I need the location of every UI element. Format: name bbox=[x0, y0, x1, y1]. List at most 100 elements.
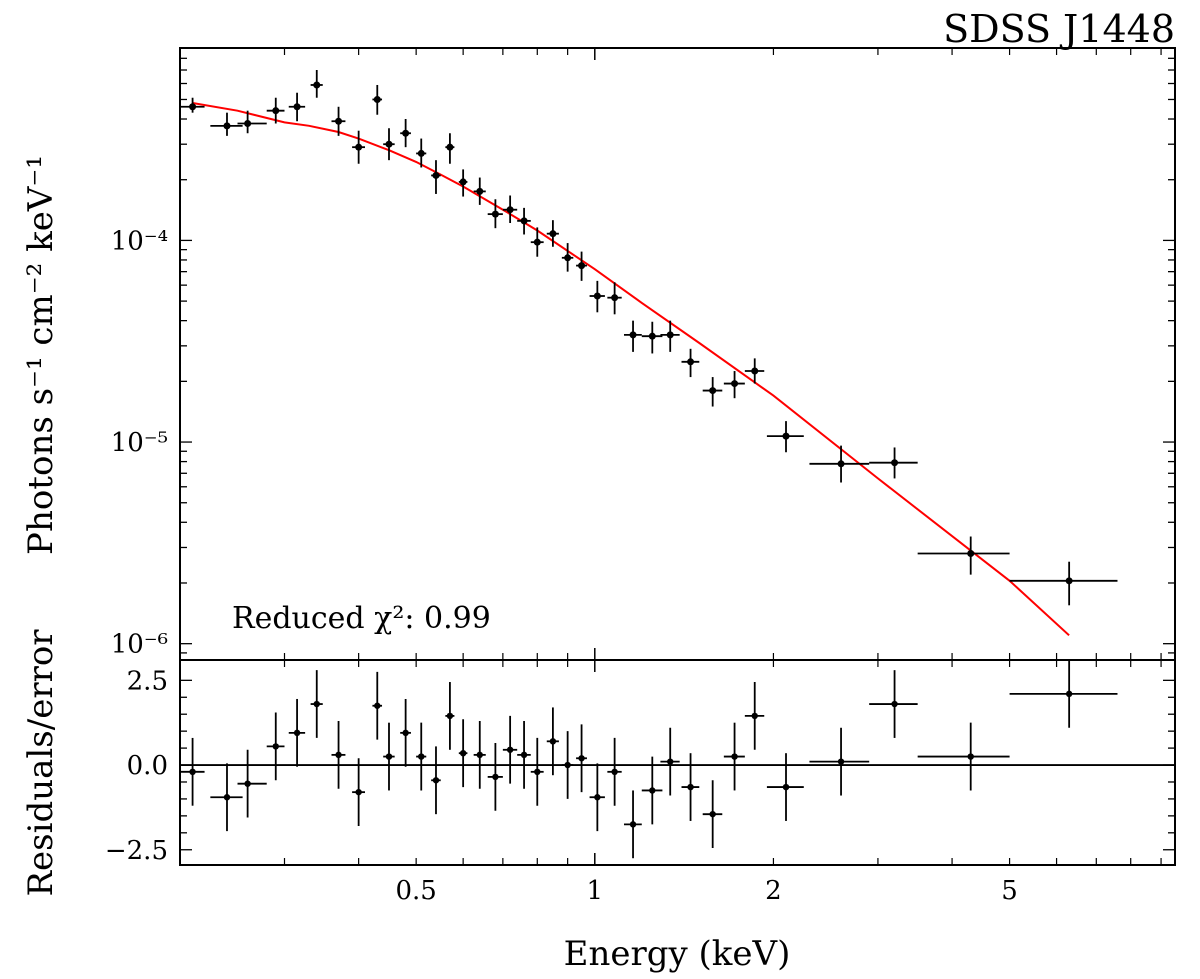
residuals-panel: 0.5 1 2 5 2.5 0.0 −2.5 bbox=[105, 659, 1176, 906]
spectrum-point bbox=[237, 110, 267, 134]
data-marker bbox=[335, 117, 343, 125]
spectrum-point bbox=[431, 160, 441, 194]
residual-point bbox=[310, 670, 323, 738]
residual-point bbox=[723, 722, 745, 791]
data-marker bbox=[709, 810, 716, 818]
data-marker bbox=[373, 95, 381, 103]
spectrum-point bbox=[660, 320, 680, 352]
data-marker bbox=[432, 171, 440, 179]
spectrum-y-axis-label: Photons s⁻¹ cm⁻² keV⁻¹ bbox=[21, 155, 61, 555]
data-marker bbox=[534, 768, 541, 776]
data-marker bbox=[189, 768, 196, 776]
spectrum-point bbox=[607, 282, 622, 315]
spectrum-plot-frame bbox=[179, 47, 1176, 661]
model-curve bbox=[192, 102, 1070, 637]
data-marker bbox=[520, 217, 528, 225]
data-marker bbox=[629, 331, 637, 339]
residual-point bbox=[809, 727, 870, 796]
data-marker bbox=[432, 777, 440, 784]
data-marker bbox=[506, 746, 514, 753]
data-marker bbox=[709, 387, 717, 395]
data-marker bbox=[223, 794, 231, 801]
spectrum-point bbox=[487, 199, 503, 229]
residual-point bbox=[331, 720, 346, 789]
spectrum-point bbox=[623, 320, 642, 352]
data-marker bbox=[459, 749, 467, 757]
residual-point bbox=[502, 715, 518, 784]
data-marker bbox=[355, 788, 362, 796]
residual-point bbox=[744, 682, 765, 750]
y-tick-label: −2.5 bbox=[105, 836, 168, 866]
spectrum-point bbox=[702, 377, 723, 407]
data-marker bbox=[1065, 577, 1073, 585]
residual-point bbox=[445, 682, 455, 750]
data-marker bbox=[687, 358, 695, 366]
residual-point bbox=[237, 749, 267, 818]
spectrum-point bbox=[766, 421, 804, 453]
data-marker bbox=[891, 700, 898, 708]
residual-point bbox=[372, 671, 383, 740]
spectrum-point bbox=[641, 321, 663, 354]
residual-point bbox=[530, 737, 544, 806]
data-marker bbox=[837, 758, 845, 765]
data-marker bbox=[751, 712, 758, 720]
data-marker bbox=[459, 178, 467, 186]
spectrum-point bbox=[917, 536, 1010, 575]
spectrum-point bbox=[576, 251, 587, 281]
data-marker bbox=[967, 550, 975, 558]
data-marker bbox=[649, 787, 656, 794]
data-marker bbox=[520, 751, 528, 759]
data-marker bbox=[293, 729, 301, 737]
residual-point bbox=[561, 731, 574, 799]
data-marker bbox=[293, 103, 301, 111]
spectrum-point bbox=[372, 84, 383, 115]
model-line bbox=[192, 102, 1070, 637]
spectrum-point bbox=[561, 243, 574, 272]
data-marker bbox=[578, 262, 586, 270]
spectrum-data-points bbox=[180, 70, 1118, 606]
data-marker bbox=[506, 206, 514, 214]
residual-point bbox=[180, 737, 205, 806]
chart-title: SDSS J1448 bbox=[943, 7, 1175, 51]
data-marker bbox=[667, 758, 674, 765]
data-marker bbox=[837, 460, 845, 468]
residual-point bbox=[607, 737, 622, 806]
data-marker bbox=[578, 755, 585, 762]
residual-point bbox=[641, 756, 663, 825]
y-tick-label: 2.5 bbox=[127, 666, 168, 696]
residuals-y-axis-label: Residuals/error bbox=[21, 629, 61, 897]
residual-point bbox=[517, 720, 531, 789]
x-tick-label: 5 bbox=[1001, 876, 1018, 906]
spectrum-point bbox=[530, 227, 544, 257]
data-marker bbox=[666, 331, 674, 339]
residuals-plot-frame bbox=[179, 659, 1176, 866]
spectrum-point bbox=[681, 348, 700, 378]
data-marker bbox=[417, 149, 425, 157]
residual-point bbox=[416, 722, 427, 791]
data-marker bbox=[385, 140, 393, 148]
data-marker bbox=[492, 773, 499, 781]
y-tick-label: 10⁻⁴ bbox=[111, 226, 168, 256]
data-marker bbox=[549, 738, 557, 745]
spectrum-point bbox=[266, 97, 285, 124]
data-marker bbox=[446, 143, 454, 151]
spectrum-point bbox=[869, 447, 918, 479]
data-marker bbox=[272, 743, 279, 750]
data-marker bbox=[751, 367, 759, 375]
data-marker bbox=[446, 712, 454, 720]
residual-point bbox=[623, 790, 642, 859]
residual-point bbox=[431, 746, 441, 815]
spectrum-point bbox=[445, 133, 455, 164]
spectrum-panel: 10⁻⁶ 10⁻⁵ 10⁻⁴ Reduced χ²: 0.99 bbox=[111, 47, 1176, 661]
x-tick-label: 1 bbox=[587, 876, 604, 906]
spectrum-point bbox=[473, 177, 486, 205]
data-marker bbox=[782, 432, 790, 440]
data-marker bbox=[611, 294, 619, 302]
residual-point bbox=[681, 753, 700, 821]
residual-point bbox=[400, 698, 411, 767]
spectrum-point bbox=[744, 358, 765, 384]
data-marker bbox=[629, 821, 637, 828]
residual-point bbox=[352, 758, 366, 827]
residual-point bbox=[917, 722, 1010, 791]
spectrum-point bbox=[546, 220, 559, 247]
